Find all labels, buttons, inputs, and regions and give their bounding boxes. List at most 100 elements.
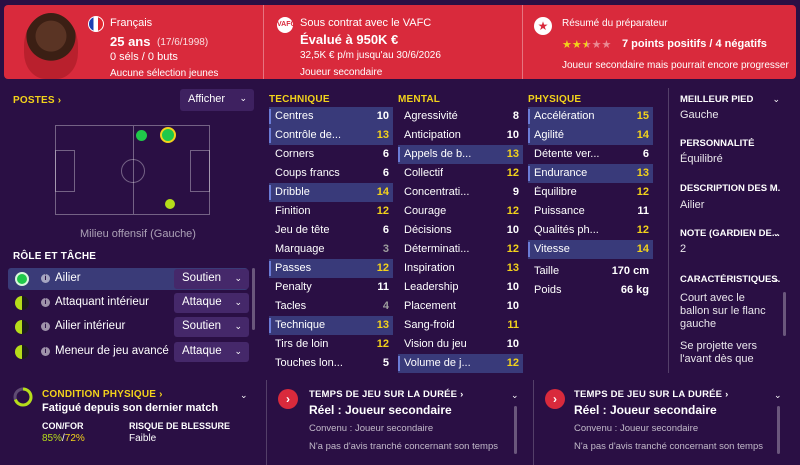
chevron-down-icon[interactable]: ⌄ bbox=[772, 274, 780, 284]
attribute-name: Penalty bbox=[275, 281, 312, 293]
condition-title-text: CONDITION PHYSIQUE bbox=[42, 389, 157, 400]
info-icon[interactable]: i bbox=[41, 298, 50, 307]
attribute-row[interactable]: Placement 10 bbox=[398, 297, 523, 316]
role-rating-icon bbox=[15, 272, 29, 286]
chevron-right-icon[interactable]: › bbox=[278, 389, 298, 409]
attribute-row[interactable]: Finition 12 bbox=[269, 202, 393, 221]
avatar bbox=[24, 13, 78, 79]
attribute-row[interactable]: Détente ver... 6 bbox=[528, 145, 653, 164]
attribute-row[interactable]: Qualités ph... 12 bbox=[528, 221, 653, 240]
attribute-row[interactable]: Dribble 14 bbox=[269, 183, 393, 202]
chevron-down-icon[interactable]: ⌄ bbox=[240, 390, 248, 400]
attribute-row[interactable]: Leadership 10 bbox=[398, 278, 523, 297]
playtime-scrollbar[interactable] bbox=[777, 406, 780, 454]
duty-dropdown[interactable]: Attaque ⌄ bbox=[174, 293, 249, 313]
role-row[interactable]: i Meneur de jeu avancé Attaque ⌄ bbox=[8, 341, 249, 363]
traits-scrollbar[interactable] bbox=[783, 292, 786, 336]
attribute-value: 10 bbox=[506, 281, 519, 293]
attribute-row[interactable]: Équilibre 12 bbox=[528, 183, 653, 202]
condition-panel[interactable]: CONDITION PHYSIQUE › Fatigué depuis son … bbox=[0, 380, 265, 465]
attribute-value: 15 bbox=[636, 110, 649, 122]
attribute-row[interactable]: Jeu de tête 6 bbox=[269, 221, 393, 240]
positions-title[interactable]: POSTES › bbox=[13, 95, 61, 106]
attribute-row[interactable]: Tacles 4 bbox=[269, 297, 393, 316]
duty-label: Soutien bbox=[182, 272, 222, 284]
playtime-panel[interactable]: › TEMPS DE JEU SUR LA DURÉE › ⌄ Réel : J… bbox=[533, 380, 800, 465]
roles-scrollbar[interactable] bbox=[252, 268, 255, 330]
attribute-name: Volume de j... bbox=[404, 357, 471, 369]
position-dot-primary[interactable] bbox=[160, 127, 176, 143]
chevron-down-icon[interactable]: ⌄ bbox=[772, 228, 780, 238]
height-label: Taille bbox=[534, 265, 560, 277]
attribute-row[interactable]: Courage 12 bbox=[398, 202, 523, 221]
playtime-panel[interactable]: › TEMPS DE JEU SUR LA DURÉE › ⌄ Réel : J… bbox=[266, 380, 532, 465]
chevron-down-icon[interactable]: ⌄ bbox=[774, 390, 782, 400]
playtime-actual: Réel : Joueur secondaire bbox=[574, 403, 717, 417]
condition-value: 85% bbox=[42, 433, 63, 444]
technique-list: Centres 10 Contrôle de... 13 Corners 6 Coup… bbox=[269, 107, 393, 373]
chevron-right-icon[interactable]: › bbox=[545, 389, 565, 409]
playtime-scrollbar[interactable] bbox=[514, 406, 517, 454]
info-icon[interactable]: i bbox=[41, 347, 50, 356]
attribute-row[interactable]: Accélération 15 bbox=[528, 107, 653, 126]
attribute-row[interactable]: Marquage 3 bbox=[269, 240, 393, 259]
chevron-down-icon[interactable]: ⌄ bbox=[772, 94, 780, 104]
attribute-name: Leadership bbox=[404, 281, 459, 293]
attribute-row[interactable]: Endurance 13 bbox=[528, 164, 653, 183]
role-row[interactable]: i Ailier Soutien ⌄ bbox=[8, 268, 249, 290]
playtime-title-text: TEMPS DE JEU SUR LA DURÉE bbox=[309, 389, 458, 400]
scout-report-section[interactable]: ★ Résumé du préparateur ★★★★★ 7 points p… bbox=[522, 5, 796, 79]
attribute-row[interactable]: Décisions 10 bbox=[398, 221, 523, 240]
role-row[interactable]: i Ailier intérieur Soutien ⌄ bbox=[8, 316, 249, 338]
attribute-row[interactable]: Technique 13 bbox=[269, 316, 393, 335]
attribute-row[interactable]: Tirs de loin 12 bbox=[269, 335, 393, 354]
contract-section[interactable]: VAFC Sous contrat avec le VAFC Évalué à … bbox=[263, 5, 522, 79]
age: 25 ans bbox=[110, 34, 151, 49]
description-value: Ailier bbox=[680, 199, 705, 211]
display-dropdown[interactable]: Afficher ⌄ bbox=[180, 89, 254, 111]
attribute-row[interactable]: Puissance 11 bbox=[528, 202, 653, 221]
playtime-title[interactable]: TEMPS DE JEU SUR LA DURÉE › bbox=[574, 389, 729, 400]
attribute-row[interactable]: Penalty 11 bbox=[269, 278, 393, 297]
attribute-row[interactable]: Passes 12 bbox=[269, 259, 393, 278]
duty-dropdown[interactable]: Soutien ⌄ bbox=[174, 317, 249, 337]
attribute-row[interactable]: Corners 6 bbox=[269, 145, 393, 164]
wage: 32,5K € p/m jusqu'au 30/6/2026 bbox=[300, 50, 441, 61]
attribute-row[interactable]: Vitesse 14 bbox=[528, 240, 653, 259]
attribute-name: Accélération bbox=[534, 110, 595, 122]
position-dot[interactable] bbox=[136, 130, 147, 141]
attribute-row[interactable]: Appels de b... 13 bbox=[398, 145, 523, 164]
info-icon[interactable]: i bbox=[41, 274, 50, 283]
personality-title: PERSONNALITÉ bbox=[680, 138, 755, 149]
attribute-row[interactable]: Anticipation 10 bbox=[398, 126, 523, 145]
attribute-row[interactable]: Contrôle de... 13 bbox=[269, 126, 393, 145]
attribute-row[interactable]: Coups francs 6 bbox=[269, 164, 393, 183]
chevron-down-icon[interactable]: ⌄ bbox=[511, 390, 519, 400]
youth-caps: Aucune sélection jeunes bbox=[110, 68, 219, 79]
caps-goals: 0 séls / 0 buts bbox=[110, 51, 178, 63]
attribute-row[interactable]: Touches lon... 5 bbox=[269, 354, 393, 373]
attribute-row[interactable]: Sang-froid 11 bbox=[398, 316, 523, 335]
role-row[interactable]: i Attaquant intérieur Attaque ⌄ bbox=[8, 292, 249, 314]
injury-risk-label: RISQUE DE BLESSURE bbox=[129, 421, 231, 431]
nationality[interactable]: Français bbox=[110, 17, 153, 29]
valuation: Évalué à 950K € bbox=[300, 32, 399, 47]
attribute-value: 10 bbox=[506, 300, 519, 312]
duty-dropdown[interactable]: Attaque ⌄ bbox=[174, 342, 249, 362]
duty-dropdown[interactable]: Soutien ⌄ bbox=[174, 269, 249, 289]
info-icon[interactable]: i bbox=[41, 322, 50, 331]
attribute-row[interactable]: Agilité 14 bbox=[528, 126, 653, 145]
attribute-row[interactable]: Centres 10 bbox=[269, 107, 393, 126]
playtime-title-text: TEMPS DE JEU SUR LA DURÉE bbox=[574, 389, 723, 400]
attribute-row[interactable]: Déterminati... 12 bbox=[398, 240, 523, 259]
attribute-row[interactable]: Agressivité 8 bbox=[398, 107, 523, 126]
playtime-title[interactable]: TEMPS DE JEU SUR LA DURÉE › bbox=[309, 389, 464, 400]
attribute-row[interactable]: Concentrati... 9 bbox=[398, 183, 523, 202]
attribute-row[interactable]: Vision du jeu 10 bbox=[398, 335, 523, 354]
position-dot[interactable] bbox=[165, 199, 175, 209]
attribute-row[interactable]: Volume de j... 12 bbox=[398, 354, 523, 373]
condition-title[interactable]: CONDITION PHYSIQUE › bbox=[42, 389, 163, 400]
attribute-value: 12 bbox=[506, 167, 519, 179]
attribute-row[interactable]: Collectif 12 bbox=[398, 164, 523, 183]
attribute-row[interactable]: Inspiration 13 bbox=[398, 259, 523, 278]
